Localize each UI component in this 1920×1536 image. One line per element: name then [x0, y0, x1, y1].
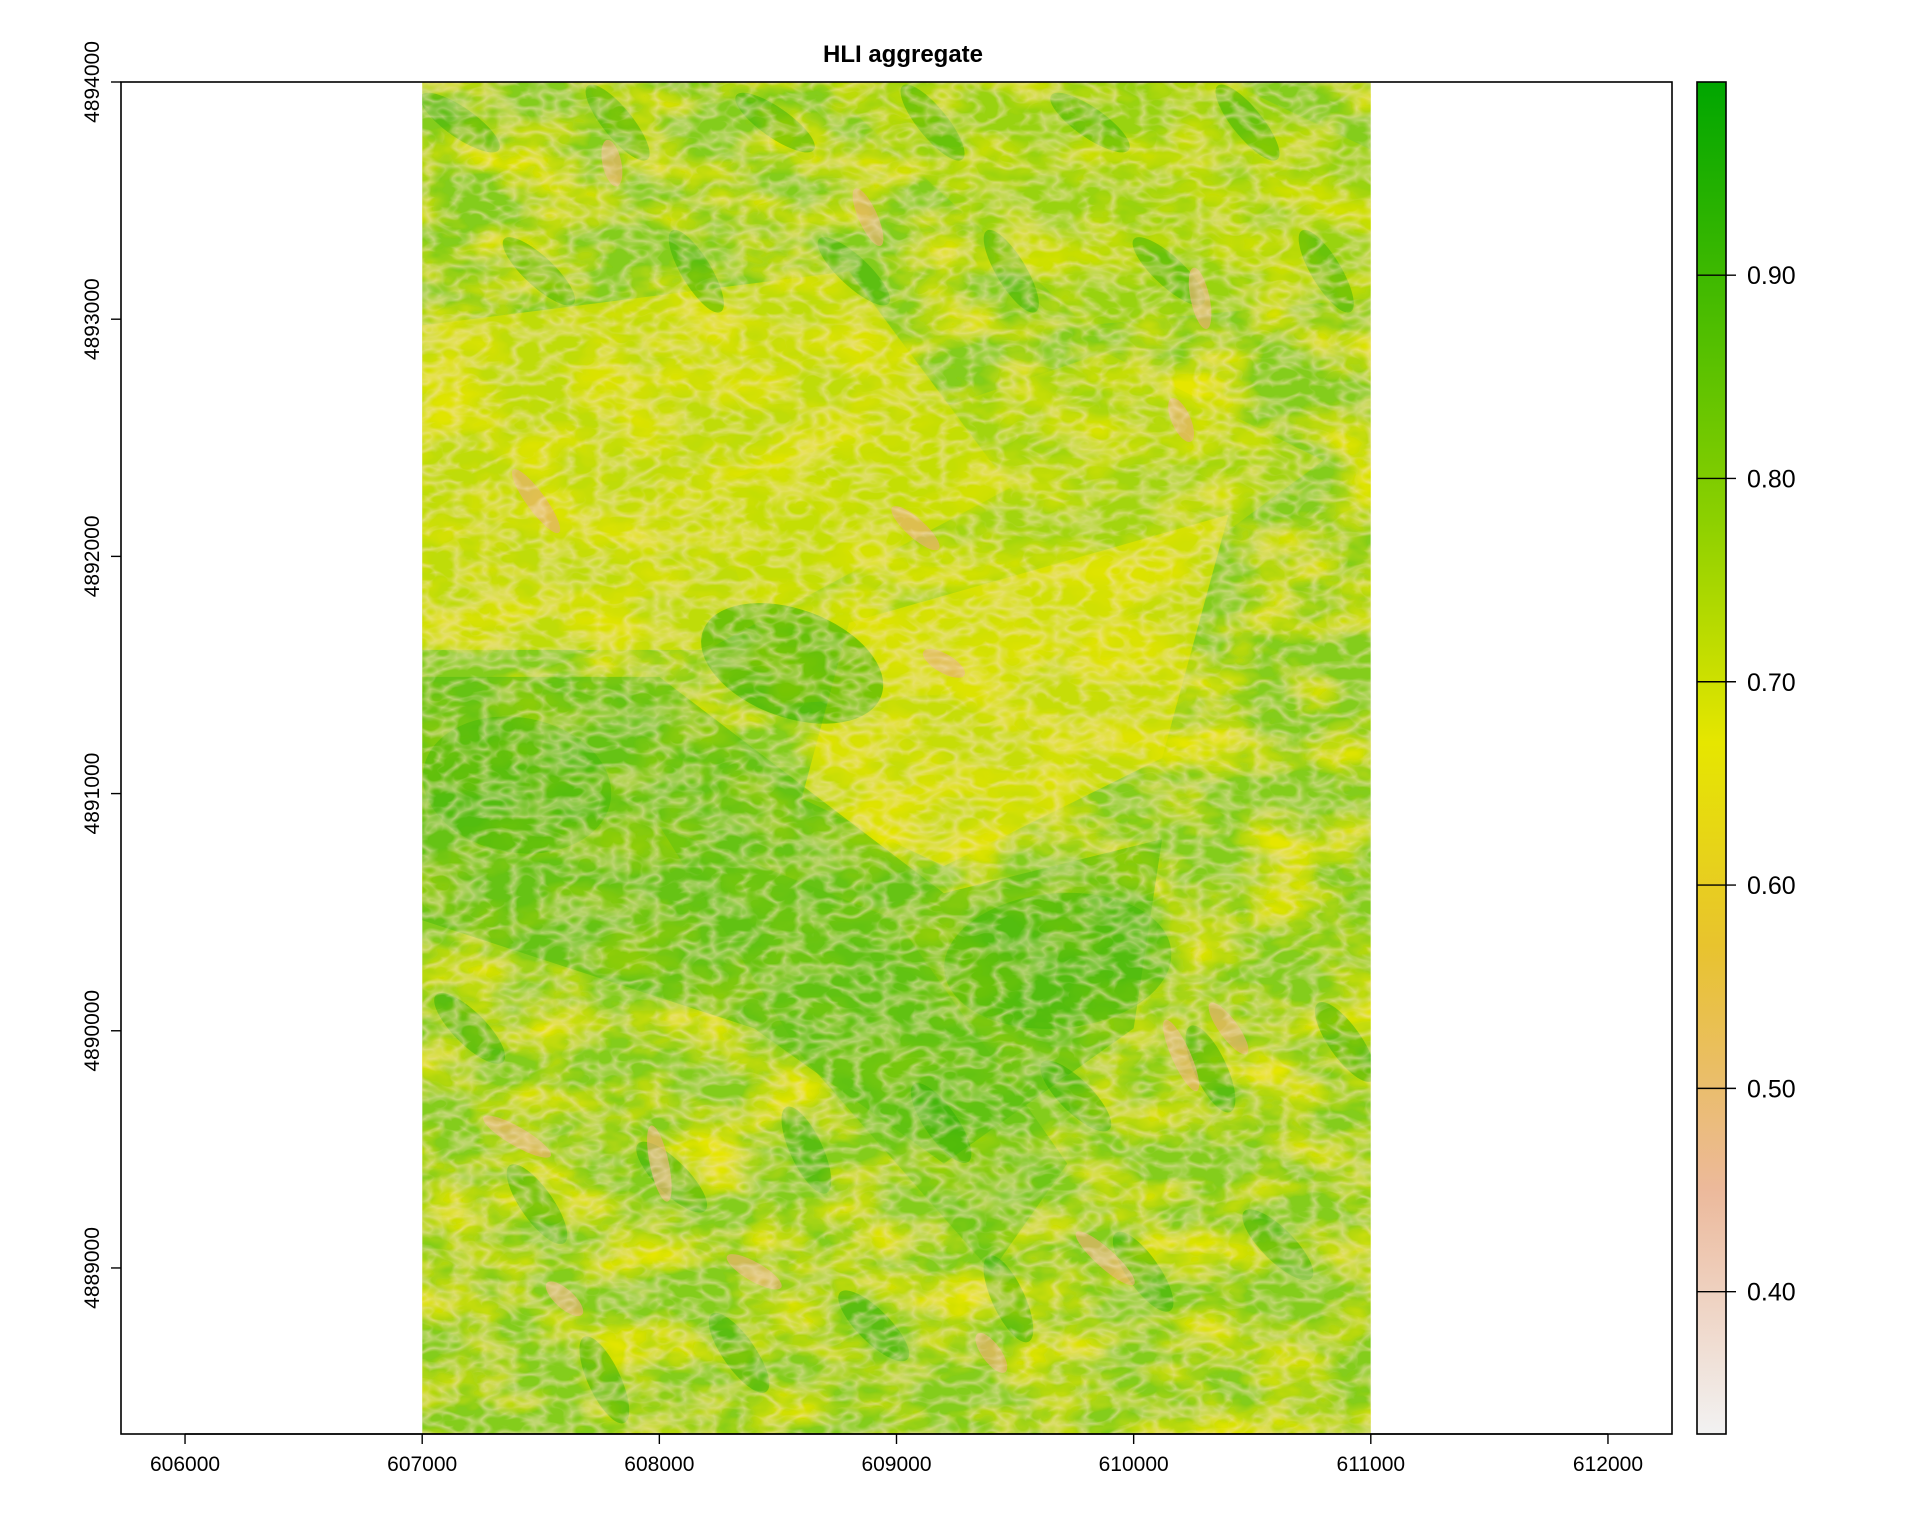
hli-raster: [422, 82, 1371, 1434]
legend-colorbar: [1696, 81, 1727, 1435]
y-tick-label: 4894000: [81, 41, 104, 123]
legend-tick-label: 0.60: [1747, 872, 1796, 900]
legend-tick-label: 0.80: [1747, 465, 1796, 493]
legend-tick-label: 0.40: [1747, 1279, 1796, 1307]
x-tick-label: 611000: [1337, 1453, 1406, 1476]
x-tick-label: 609000: [861, 1453, 931, 1476]
y-tick-label: 4893000: [81, 278, 104, 360]
y-tick-label: 4892000: [81, 516, 104, 598]
x-tick-label: 612000: [1573, 1453, 1643, 1476]
y-axis: 4889000 4890000 4891000 4892000 4893000 48940…: [81, 41, 121, 1309]
y-tick-label: 4891000: [81, 753, 104, 835]
legend-tick-label: 0.90: [1747, 262, 1796, 290]
x-axis: 606000 607000 608000 609000 610000 611000 6120…: [150, 1433, 1643, 1476]
color-legend: 0.90 0.80 0.70 0.60 0.50 0.40: [1696, 81, 1796, 1435]
y-tick-label: 4889000: [81, 1227, 104, 1309]
map-title: HLI aggregate: [823, 41, 983, 68]
legend-tick-label: 0.50: [1747, 1075, 1796, 1103]
x-tick-label: 608000: [624, 1453, 694, 1476]
legend-tick-label: 0.70: [1747, 669, 1796, 697]
x-tick-label: 607000: [387, 1453, 457, 1476]
x-tick-label: 610000: [1099, 1453, 1169, 1476]
x-tick-label: 606000: [150, 1453, 220, 1476]
y-tick-label: 4890000: [81, 990, 104, 1072]
